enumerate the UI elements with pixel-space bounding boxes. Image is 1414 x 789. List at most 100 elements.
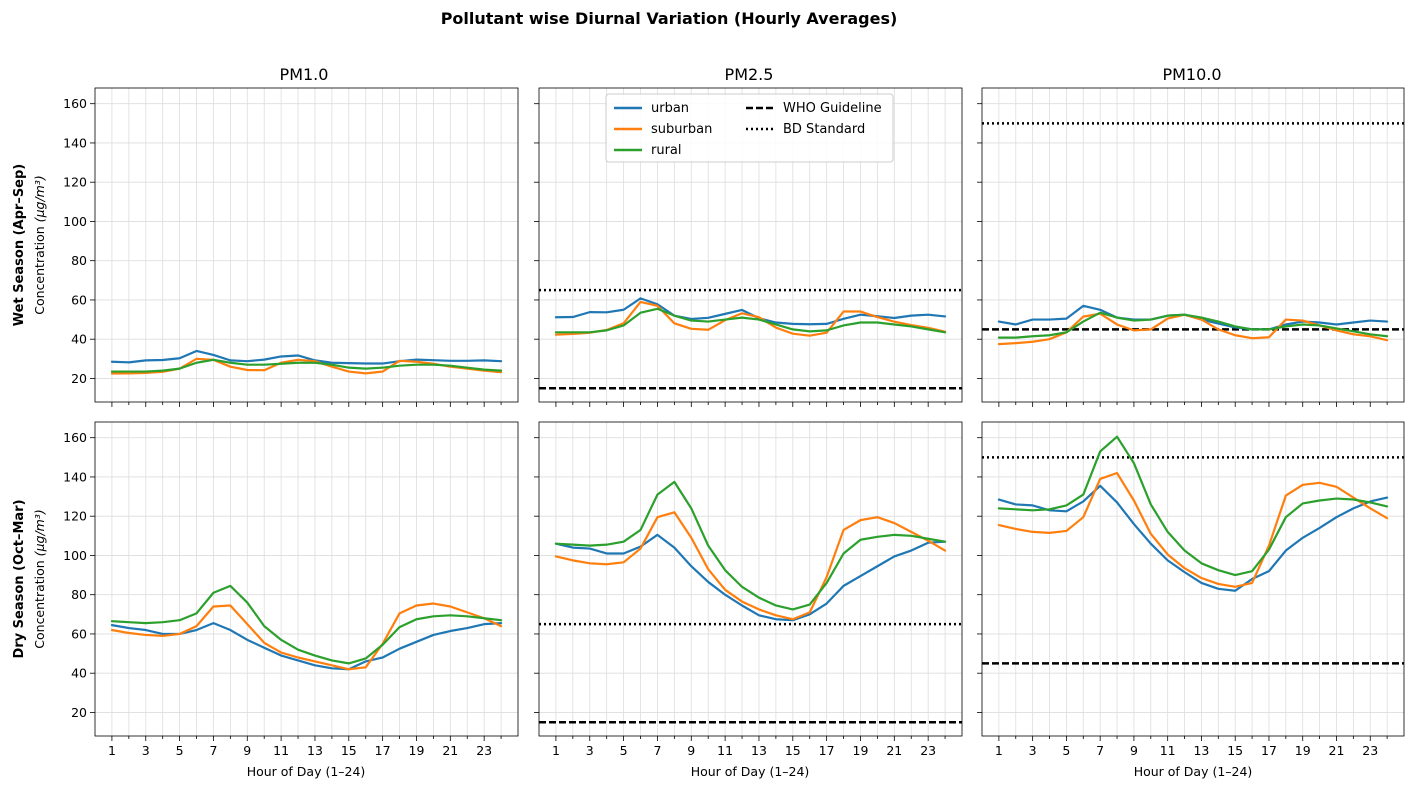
x-tick-label-pm10-dry-15: 15 — [1227, 743, 1243, 758]
series-line-urban-pm1-dry — [110, 622, 503, 671]
axes-frame-pm10-wet — [981, 87, 1405, 403]
series-line-rural-pm1-dry — [110, 584, 503, 665]
series-line-urban-pm10-dry — [997, 484, 1389, 592]
axes-frame-pm10-dry — [981, 421, 1405, 737]
series-line-suburban-pm25-dry — [554, 511, 947, 621]
y-tick-label-pm1-dry-60: 60 — [71, 626, 87, 641]
series-line-rural-pm10-wet — [997, 311, 1389, 339]
panel-pm10-wet — [977, 87, 1405, 407]
panel-pm10-dry: 1 3 5 7 9 11 13 15 17 19 21 23 — [977, 421, 1405, 758]
y-tick-label-pm1-dry-120: 120 — [63, 509, 87, 524]
legend-label-urban: urban — [651, 101, 689, 116]
x-tick-label-pm25-dry-15: 15 — [785, 743, 801, 758]
x-tick-label-pm1-dry-9: 9 — [243, 743, 251, 758]
series-line-urban-pm25-wet — [554, 297, 947, 326]
x-tick-label-pm1-dry-11: 11 — [273, 743, 289, 758]
legend-label-suburban: suburban — [651, 122, 712, 137]
x-axis-label-pm1: Hour of Day (1–24) — [247, 764, 366, 779]
y-axis-label-wet: Concentration (μg/m³) — [32, 175, 47, 314]
y-tick-label-pm1-wet-160: 160 — [63, 96, 87, 111]
x-tick-label-pm25-dry-23: 23 — [920, 743, 936, 758]
series-line-rural-pm1-wet — [110, 358, 503, 373]
y-axis-unit-dry: (μg/m³) — [32, 509, 47, 556]
y-tick-label-pm1-wet-20: 20 — [71, 371, 87, 386]
axes-frame-pm25-dry — [538, 421, 963, 737]
panel-title-pm10: PM10.0 — [1162, 65, 1221, 84]
chart-title: Pollutant wise Diurnal Variation (Hourly… — [441, 9, 898, 28]
series-line-suburban-pm1-dry — [110, 602, 503, 671]
y-tick-label-pm1-dry-140: 140 — [63, 469, 87, 484]
x-tick-label-pm10-dry-11: 11 — [1160, 743, 1176, 758]
panel-pm1-wet: 20 40 60 80 100 120 140 160 — [63, 87, 519, 407]
legend-label-bd: BD Standard — [783, 122, 865, 137]
y-tick-label-pm1-wet-60: 60 — [71, 292, 87, 307]
y-tick-label-pm1-wet-100: 100 — [63, 214, 87, 229]
series-line-rural-pm10-dry — [997, 435, 1389, 577]
y-tick-label-pm1-dry-40: 40 — [71, 666, 87, 681]
x-tick-label-pm1-dry-23: 23 — [476, 743, 492, 758]
series-line-urban-pm1-wet — [110, 349, 503, 365]
x-axis-label-pm10: Hour of Day (1–24) — [1134, 764, 1253, 779]
x-tick-label-pm1-dry-21: 21 — [442, 743, 458, 758]
y-tick-label-pm1-wet-40: 40 — [71, 332, 87, 347]
series-line-urban-pm25-dry — [554, 533, 947, 622]
x-axis-label-pm25: Hour of Day (1–24) — [691, 764, 810, 779]
x-tick-label-pm25-dry-21: 21 — [886, 743, 902, 758]
legend: urban suburban rural WHO Guideline BD St… — [605, 93, 894, 163]
panel-title-pm1: PM1.0 — [280, 65, 329, 84]
axes-frame-pm1-dry — [94, 421, 519, 737]
y-tick-label-pm1-dry-20: 20 — [71, 705, 87, 720]
y-tick-label-pm1-wet-140: 140 — [63, 135, 87, 150]
x-tick-label-pm1-dry-19: 19 — [409, 743, 425, 758]
x-tick-label-pm1-dry-5: 5 — [176, 743, 184, 758]
x-tick-label-pm25-dry-3: 3 — [586, 743, 594, 758]
x-tick-label-pm1-dry-3: 3 — [142, 743, 150, 758]
panel-title-pm25: PM2.5 — [725, 65, 774, 84]
y-axis-label-wet-text: Concentration — [32, 226, 47, 314]
axes-frame-pm25-wet — [538, 87, 963, 403]
x-tick-label-pm25-dry-19: 19 — [853, 743, 869, 758]
row-label-dry-season: Dry Season (Oct–Mar) — [12, 499, 27, 658]
x-tick-label-pm25-dry-1: 1 — [552, 743, 560, 758]
x-tick-label-pm10-dry-21: 21 — [1329, 743, 1345, 758]
series-line-rural-pm25-dry — [554, 480, 947, 611]
x-tick-label-pm10-dry-19: 19 — [1295, 743, 1311, 758]
y-axis-label-dry-text: Concentration — [32, 560, 47, 648]
legend-label-who: WHO Guideline — [783, 101, 882, 116]
row-labels: Wet Season (Apr–Sep) Concentration (μg/m… — [12, 164, 47, 659]
series-line-rural-pm25-wet — [554, 307, 947, 334]
x-tick-label-pm25-dry-17: 17 — [819, 743, 835, 758]
x-tick-label-pm1-dry-17: 17 — [375, 743, 391, 758]
x-tick-label-pm10-dry-7: 7 — [1096, 743, 1104, 758]
x-tick-label-pm1-dry-1: 1 — [108, 743, 116, 758]
y-tick-label-pm1-wet-80: 80 — [71, 253, 87, 268]
x-tick-label-pm25-dry-9: 9 — [687, 743, 695, 758]
y-axis-unit-wet: (μg/m³) — [32, 175, 47, 222]
axes-frame-pm1-wet — [94, 87, 519, 403]
legend-frame — [605, 93, 894, 163]
x-tick-label-pm10-dry-3: 3 — [1029, 743, 1037, 758]
x-tick-label-pm25-dry-7: 7 — [653, 743, 661, 758]
x-tick-label-pm10-dry-17: 17 — [1261, 743, 1277, 758]
series-line-suburban-pm25-wet — [554, 300, 947, 337]
y-tick-label-pm1-dry-80: 80 — [71, 587, 87, 602]
x-tick-label-pm10-dry-13: 13 — [1193, 743, 1209, 758]
x-tick-label-pm10-dry-23: 23 — [1362, 743, 1378, 758]
x-tick-label-pm25-dry-13: 13 — [751, 743, 767, 758]
x-tick-label-pm1-dry-15: 15 — [341, 743, 357, 758]
row-label-wet-season: Wet Season (Apr–Sep) — [12, 164, 27, 326]
panel-pm25-dry: 1 3 5 7 9 11 13 15 17 19 21 23 — [534, 421, 963, 758]
x-tick-label-pm1-dry-7: 7 — [209, 743, 217, 758]
y-tick-label-pm1-wet-120: 120 — [63, 175, 87, 190]
y-tick-label-pm1-dry-100: 100 — [63, 548, 87, 563]
x-tick-label-pm10-dry-1: 1 — [995, 743, 1003, 758]
x-tick-label-pm25-dry-11: 11 — [717, 743, 733, 758]
legend-label-rural: rural — [651, 143, 682, 158]
x-tick-label-pm10-dry-5: 5 — [1062, 743, 1070, 758]
y-tick-label-pm1-dry-160: 160 — [63, 430, 87, 445]
series-line-suburban-pm10-dry — [997, 471, 1389, 588]
x-tick-label-pm10-dry-9: 9 — [1130, 743, 1138, 758]
